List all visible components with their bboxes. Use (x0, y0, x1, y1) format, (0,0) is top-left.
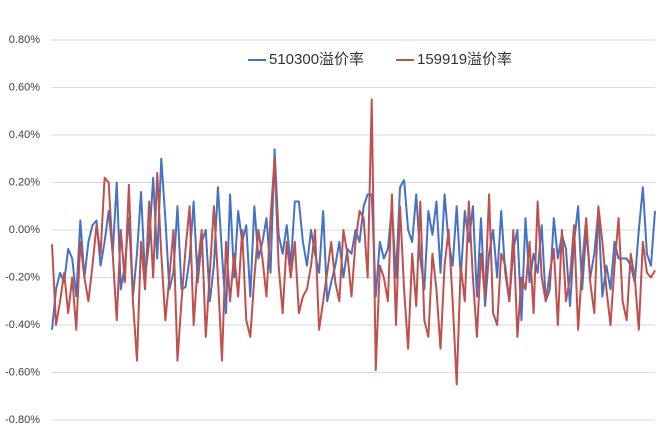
legend-label: 159919溢价率 (417, 51, 512, 68)
y-tick-label: 0.40% (9, 129, 40, 141)
y-tick-label: 0.20% (9, 176, 40, 188)
y-tick-label: 0.60% (9, 81, 40, 93)
series-line (51, 148, 656, 330)
y-tick-label: 0.00% (9, 224, 40, 236)
y-tick-label: -0.20% (5, 271, 40, 283)
y-tick-label: -0.80% (5, 414, 40, 426)
y-tick-label: -0.60% (5, 366, 40, 378)
legend-label: 510300溢价率 (269, 51, 364, 68)
y-tick-label: -0.40% (5, 319, 40, 331)
y-tick-label: 0.80% (9, 34, 40, 46)
series-line (51, 98, 656, 386)
